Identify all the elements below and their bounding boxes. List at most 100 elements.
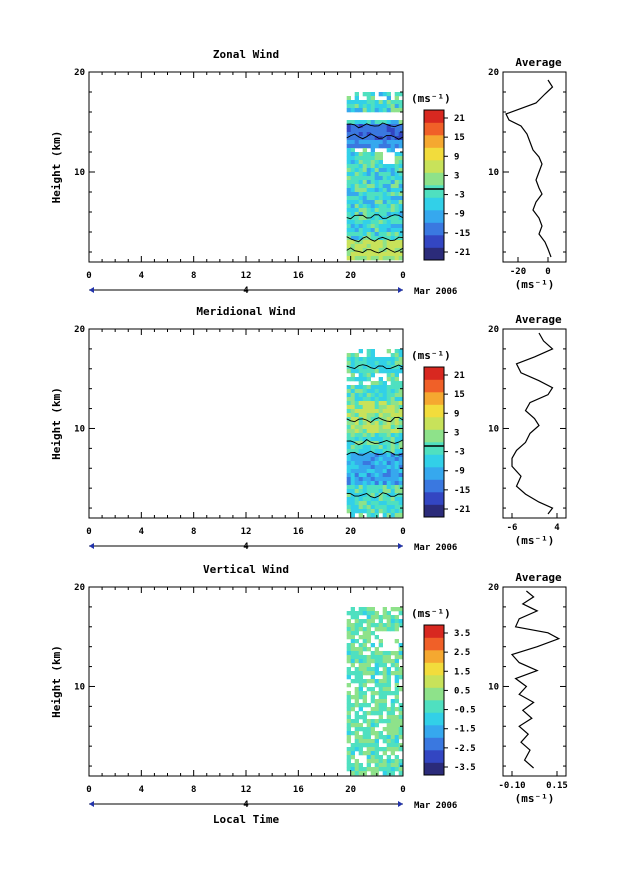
heatmap-cell	[370, 108, 375, 113]
heatmap-cell	[346, 707, 351, 712]
heatmap-cell	[358, 691, 363, 696]
heatmap-cell	[386, 244, 391, 249]
heatmap-cell	[354, 244, 359, 249]
heatmap-cell	[390, 615, 395, 620]
heatmap-cell	[366, 473, 371, 478]
heatmap-cell	[378, 176, 383, 181]
heatmap-cell	[350, 104, 355, 109]
heatmap-cell	[398, 655, 403, 660]
heatmap-cell	[386, 707, 391, 712]
heatmap-cell	[354, 96, 359, 101]
heatmap-cell	[366, 361, 371, 366]
heatmap-cell	[362, 248, 367, 253]
heatmap-cell	[394, 228, 399, 233]
heatmap-cell	[346, 192, 351, 197]
heatmap-cell	[394, 108, 399, 113]
heatmap-cell	[386, 465, 391, 470]
heatmap-cell	[346, 417, 351, 422]
heatmap-cell	[378, 651, 383, 656]
heatmap-cell	[362, 192, 367, 197]
heatmap-cell	[346, 385, 351, 390]
heatmap-cell	[362, 425, 367, 430]
colorbar-swatch	[424, 210, 444, 223]
heatmap-cell	[362, 172, 367, 177]
heatmap-cell	[386, 619, 391, 624]
heatmap-cell	[398, 365, 403, 370]
heatmap-cell	[350, 481, 355, 486]
heatmap-cell	[370, 493, 375, 498]
heatmap-cell	[386, 611, 391, 616]
colorbar-swatch	[424, 700, 444, 713]
heatmap-cell	[382, 607, 387, 612]
heatmap-cell	[378, 248, 383, 253]
heatmap-cell	[362, 481, 367, 486]
heatmap-cell	[386, 425, 391, 430]
heatmap-cell	[370, 437, 375, 442]
heatmap-cell	[358, 679, 363, 684]
heatmap-cell	[374, 128, 379, 133]
heatmap-cell	[366, 433, 371, 438]
heatmap-cell	[382, 369, 387, 374]
heatmap-cell	[378, 200, 383, 205]
heatmap-cell	[354, 703, 359, 708]
heatmap-cell	[366, 409, 371, 414]
heatmap-cell	[390, 373, 395, 378]
heatmap-cell	[362, 200, 367, 205]
heatmap-cell	[350, 385, 355, 390]
heatmap-cell	[394, 180, 399, 185]
colorbar-swatch	[424, 185, 444, 198]
heatmap-cell	[394, 759, 399, 764]
heatmap-cell	[382, 220, 387, 225]
heatmap-cell	[390, 208, 395, 213]
heatmap-cell	[382, 413, 387, 418]
heatmap-cell	[386, 489, 391, 494]
heatmap-cell	[382, 691, 387, 696]
profile-line	[511, 332, 554, 515]
heatmap-cell	[346, 244, 351, 249]
heatmap-cell	[350, 172, 355, 177]
heatmap-cell	[378, 409, 383, 414]
heatmap-cell	[386, 671, 391, 676]
heatmap-cell	[362, 365, 367, 370]
heatmap-cell	[390, 240, 395, 245]
heatmap-cell	[346, 655, 351, 660]
heatmap-cell	[362, 627, 367, 632]
day-arrow-right	[398, 801, 403, 807]
heatmap-cell	[398, 244, 403, 249]
heatmap-cell	[350, 228, 355, 233]
heatmap-cell	[394, 505, 399, 510]
heatmap-cell	[394, 389, 399, 394]
heatmap-cell	[350, 216, 355, 221]
heatmap-cell	[398, 132, 403, 137]
heatmap-cell	[386, 763, 391, 768]
heatmap-cell	[354, 763, 359, 768]
heatmap-cell	[362, 461, 367, 466]
heatmap-cell	[358, 385, 363, 390]
heatmap-cell	[370, 220, 375, 225]
heatmap-cell	[370, 373, 375, 378]
heatmap-cell	[362, 176, 367, 181]
heatmap-cell	[346, 180, 351, 185]
heatmap-cell	[370, 623, 375, 628]
heatmap-cell	[370, 743, 375, 748]
heatmap-cell	[366, 497, 371, 502]
heatmap-cell	[382, 433, 387, 438]
heatmap-cell	[350, 240, 355, 245]
heatmap-cell	[354, 727, 359, 732]
heatmap-cell	[346, 220, 351, 225]
x-tick-label: 12	[241, 271, 252, 281]
heatmap-cell	[350, 204, 355, 209]
heatmap-cell	[398, 763, 403, 768]
heatmap-cell	[354, 212, 359, 217]
heatmap-cell	[390, 747, 395, 752]
heatmap-cell	[378, 719, 383, 724]
heatmap-cell	[378, 256, 383, 261]
heatmap-cell	[362, 727, 367, 732]
heatmap-cell	[374, 469, 379, 474]
heatmap-cell	[362, 743, 367, 748]
heatmap-cell	[358, 409, 363, 414]
heatmap-cell	[362, 184, 367, 189]
heatmap-cell	[394, 607, 399, 612]
colorbar-unit: (ms⁻¹)	[411, 92, 451, 105]
heatmap-cell	[350, 751, 355, 756]
